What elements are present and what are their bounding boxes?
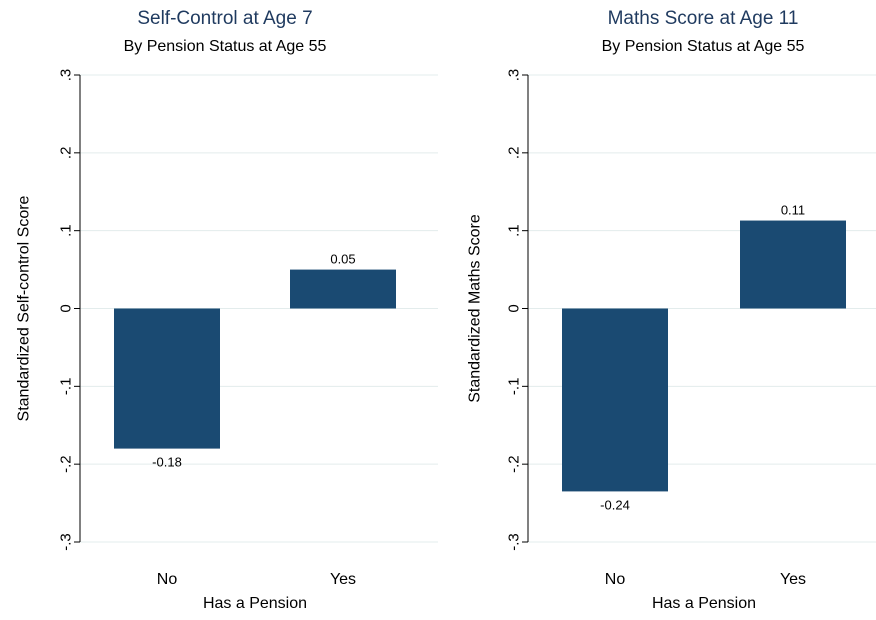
x-category-label: No bbox=[605, 571, 626, 588]
y-tick-label: -.1 bbox=[58, 378, 75, 396]
bar-value-label: 0.11 bbox=[781, 203, 805, 218]
chart-subtitle: By Pension Status at Age 55 bbox=[124, 38, 327, 55]
y-tick-label: .3 bbox=[58, 69, 75, 82]
bar-yes bbox=[290, 270, 396, 309]
bar-value-label: -0.24 bbox=[600, 497, 630, 512]
x-category-label: Yes bbox=[780, 571, 806, 588]
y-tick-label: .1 bbox=[506, 224, 523, 237]
y-axis-label: Standardized Maths Score bbox=[467, 214, 484, 403]
chart-title: Self-Control at Age 7 bbox=[137, 8, 312, 29]
bar-value-label: -0.18 bbox=[152, 455, 182, 470]
y-tick-label: 0 bbox=[506, 304, 523, 312]
y-tick-label: -.1 bbox=[506, 378, 523, 396]
y-tick-label: .3 bbox=[506, 69, 523, 82]
y-tick-label: 0 bbox=[58, 304, 75, 312]
y-tick-label: .1 bbox=[58, 224, 75, 237]
bar-no bbox=[114, 309, 220, 449]
x-axis-label: Has a Pension bbox=[652, 595, 756, 612]
y-tick-label: -.3 bbox=[58, 533, 75, 551]
y-tick-label: -.3 bbox=[506, 533, 523, 551]
y-tick-label: .2 bbox=[506, 147, 523, 160]
x-category-label: Yes bbox=[330, 571, 356, 588]
y-axis-label: Standardized Self-control Score bbox=[16, 195, 33, 421]
y-tick-label: -.2 bbox=[506, 455, 523, 473]
bar-value-label: 0.05 bbox=[330, 252, 355, 267]
chart-title: Maths Score at Age 11 bbox=[608, 8, 799, 29]
y-tick-label: -.2 bbox=[58, 455, 75, 473]
chart-panel-maths-score: Maths Score at Age 11 By Pension Status a… bbox=[467, 8, 876, 612]
x-axis-label: Has a Pension bbox=[203, 595, 307, 612]
bar-yes bbox=[740, 221, 846, 309]
x-category-label: No bbox=[157, 571, 178, 588]
chart-panel-self-control: Self-Control at Age 7 By Pension Status a… bbox=[16, 8, 439, 612]
y-tick-label: .2 bbox=[58, 147, 75, 160]
bar-no bbox=[562, 309, 668, 492]
chart-subtitle: By Pension Status at Age 55 bbox=[602, 38, 805, 55]
